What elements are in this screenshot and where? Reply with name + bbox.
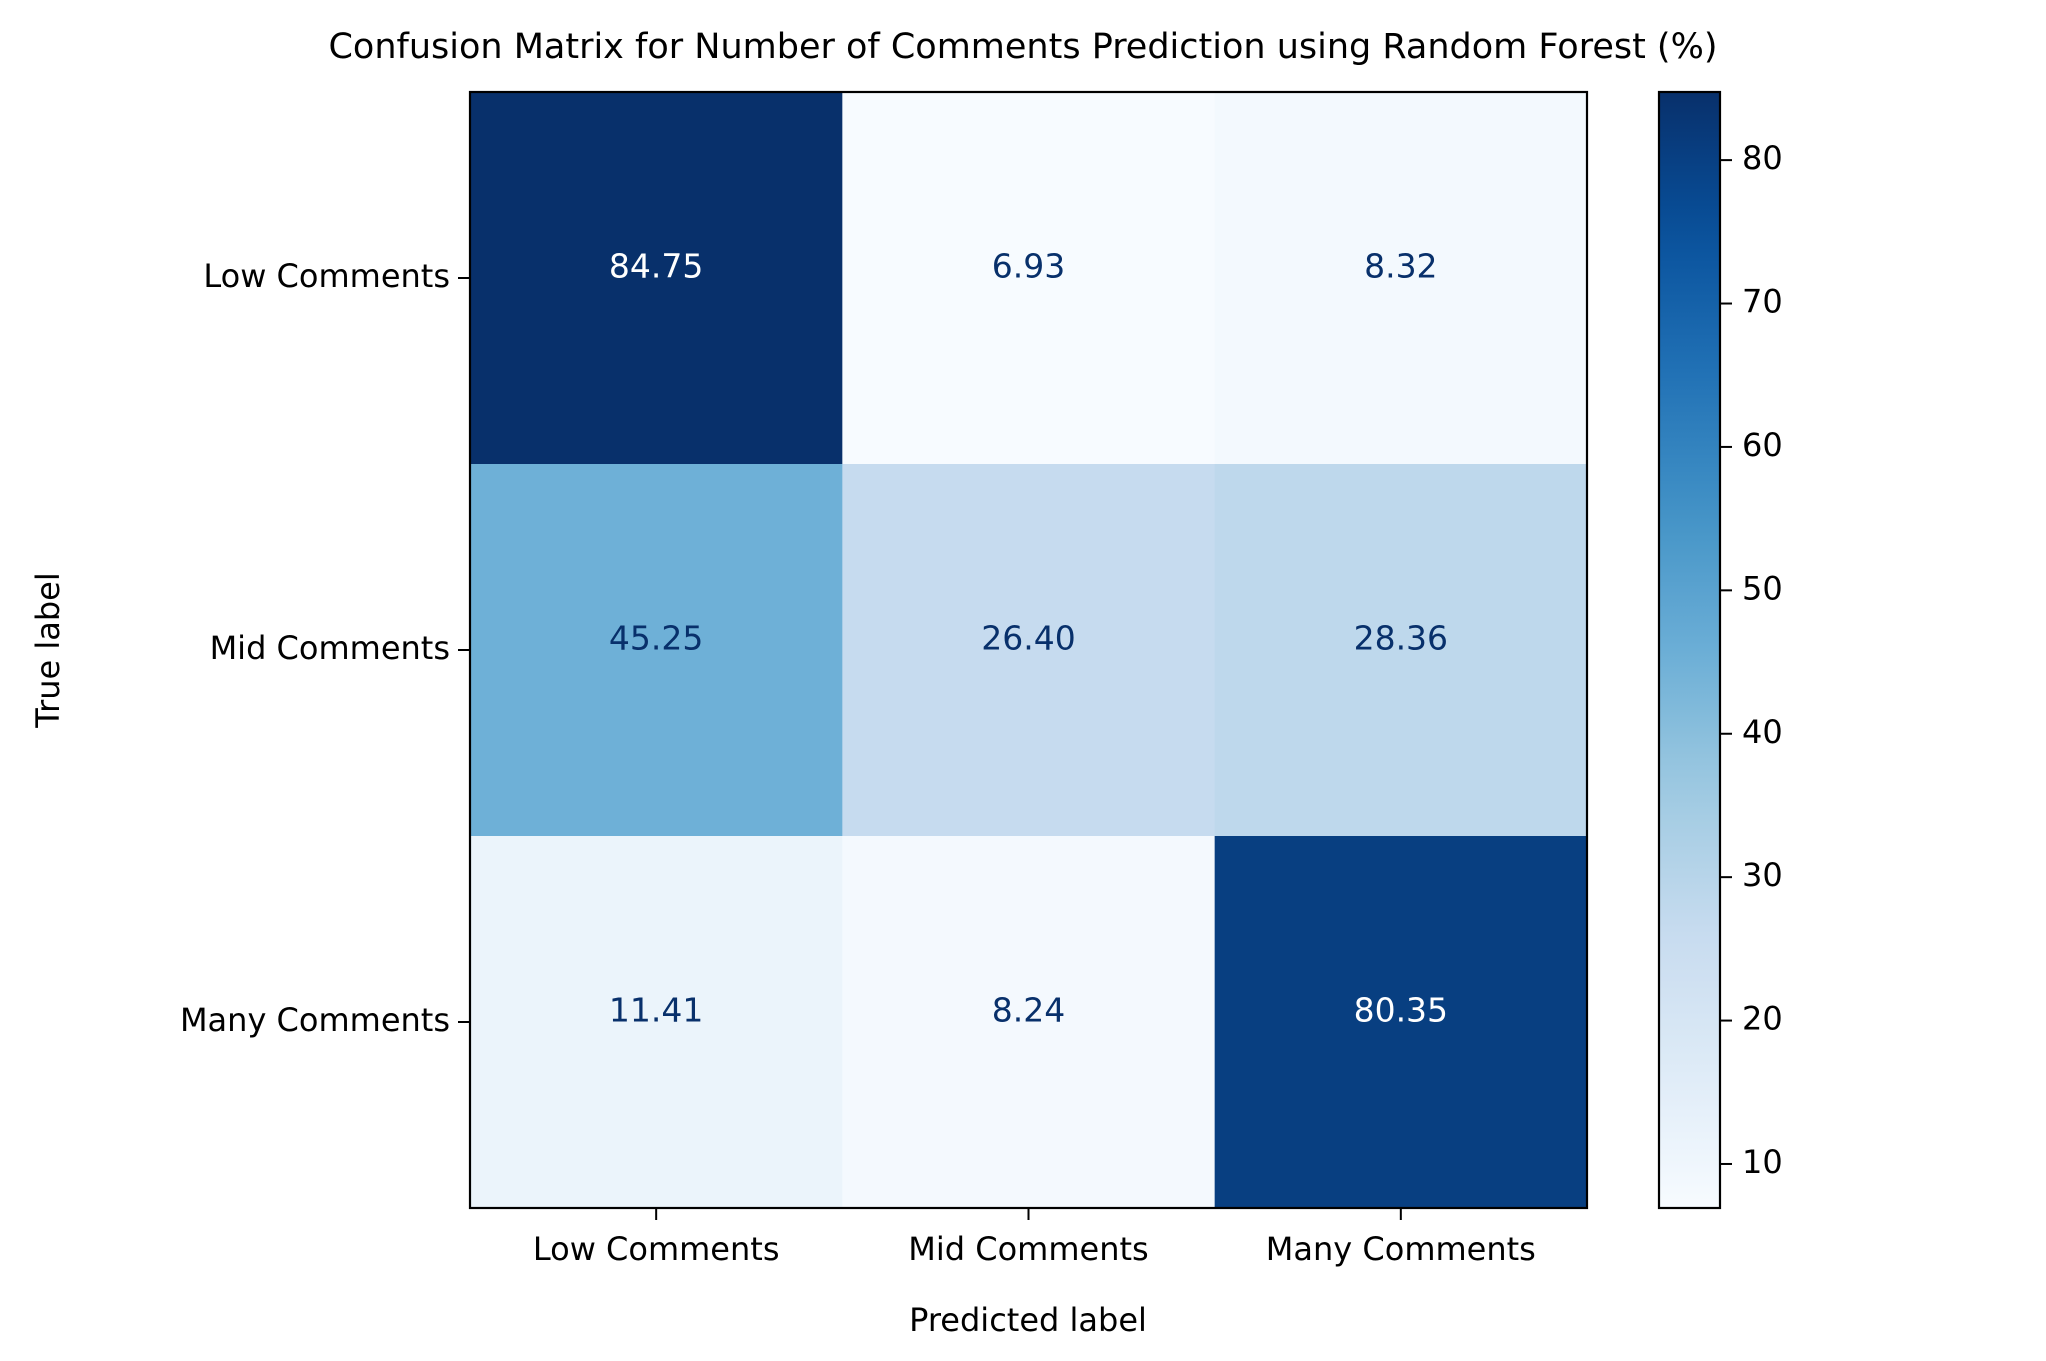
cell-value-label: 80.35	[1354, 991, 1448, 1030]
cell-value-label: 84.75	[609, 247, 703, 286]
colorbar-tick-label: 60	[1742, 426, 1783, 464]
colorbar	[1657, 90, 1722, 1210]
colorbar-tick-label: 50	[1742, 569, 1783, 607]
heatmap-cell	[842, 836, 1216, 1209]
heatmap-cell	[842, 92, 1216, 465]
y-tick-label: Mid Comments	[210, 629, 450, 667]
colorbar-tick-label: 10	[1742, 1143, 1783, 1181]
colorbar-tick-label: 20	[1742, 1000, 1783, 1038]
x-tick-label: Low Comments	[533, 1230, 780, 1268]
x-tick-label: Many Comments	[1266, 1230, 1536, 1268]
cell-value-label: 6.93	[992, 247, 1065, 286]
cell-value-label: 26.40	[981, 619, 1075, 658]
y-tick-label: Low Comments	[203, 257, 450, 295]
heatmap-cell	[470, 464, 843, 837]
cell-value-label: 28.36	[1354, 619, 1448, 658]
x-axis: Low Comments Mid Comments Many Comments	[533, 1208, 1536, 1268]
heatmap-cell	[842, 464, 1216, 837]
chart-title: Confusion Matrix for Number of Comments …	[328, 27, 1717, 67]
colorbar-tick-label: 70	[1742, 283, 1783, 321]
x-axis-label: Predicted label	[909, 1301, 1147, 1339]
cell-value-label: 8.24	[992, 991, 1065, 1030]
heatmap-cell	[470, 836, 843, 1209]
heatmap-cell	[1214, 836, 1588, 1209]
y-axis-label: True label	[29, 572, 67, 729]
heatmap-value-labels: 84.75 6.93 8.32 45.25 26.40 28.36 11.41 8.24 80.…	[609, 247, 1448, 1030]
colorbar-axis: 10 20 30 40 50 60 70 80	[1720, 139, 1783, 1181]
heatmap-cell	[470, 92, 843, 465]
heatmap-cell	[1214, 92, 1588, 465]
y-axis: Low Comments Mid Comments Many Comments	[180, 257, 470, 1039]
colorbar-tick-label: 80	[1742, 139, 1783, 177]
colorbar-tick-label: 30	[1742, 856, 1783, 894]
cell-value-label: 8.32	[1364, 247, 1437, 286]
cell-value-label: 11.41	[609, 991, 703, 1030]
cell-value-label: 45.25	[609, 619, 703, 658]
x-tick-label: Mid Comments	[908, 1230, 1148, 1268]
heatmap-cell	[1214, 464, 1588, 837]
y-tick-label: Many Comments	[180, 1001, 450, 1039]
heatmap-cells	[470, 92, 1588, 1209]
colorbar-tick-label: 40	[1742, 713, 1783, 751]
